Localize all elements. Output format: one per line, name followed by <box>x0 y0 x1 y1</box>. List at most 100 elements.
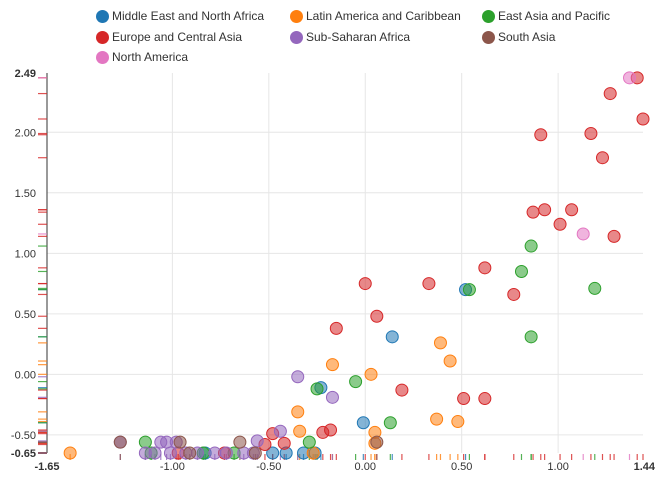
data-point[interactable] <box>293 424 307 438</box>
data-point[interactable] <box>364 367 378 381</box>
legend-label: East Asia and Pacific <box>498 9 611 23</box>
rug-layer <box>38 77 644 460</box>
y-tick-label: 0.00 <box>15 369 36 381</box>
data-point[interactable] <box>63 446 77 460</box>
data-point[interactable] <box>163 446 177 460</box>
data-point[interactable] <box>248 446 262 460</box>
data-point[interactable] <box>154 435 168 449</box>
data-point[interactable] <box>291 370 305 384</box>
data-point[interactable] <box>430 412 444 426</box>
legend-item[interactable]: North America <box>96 50 188 64</box>
x-tick-label: 0.50 <box>451 461 472 473</box>
data-point[interactable] <box>306 446 320 460</box>
data-point[interactable] <box>385 330 399 344</box>
data-point[interactable] <box>266 446 280 460</box>
data-point[interactable] <box>329 321 343 335</box>
data-point[interactable] <box>113 435 127 449</box>
legend-swatch <box>290 30 303 44</box>
legend-swatch <box>482 9 495 23</box>
data-point[interactable] <box>273 424 287 438</box>
data-point[interactable] <box>507 287 521 301</box>
y-tick-label: 2.00 <box>15 127 36 139</box>
y-tick-label: 2.49 <box>15 68 36 80</box>
legend-swatch <box>96 50 109 64</box>
data-point[interactable] <box>310 382 324 396</box>
y-tick-label: -0.50 <box>11 430 36 442</box>
legend-swatch <box>290 9 303 23</box>
data-point[interactable] <box>219 446 233 460</box>
data-point[interactable] <box>183 446 197 460</box>
y-tick-label: 0.50 <box>15 309 36 321</box>
point-layer <box>63 71 650 460</box>
y-tick-label: 1.50 <box>15 188 36 200</box>
data-point[interactable] <box>250 434 264 448</box>
data-point[interactable] <box>291 405 305 419</box>
legend-label: Middle East and North Africa <box>112 9 265 23</box>
x-tick-label: -0.50 <box>256 461 281 473</box>
data-point[interactable] <box>433 336 447 350</box>
legend-item[interactable]: Europe and Central Asia <box>96 30 242 44</box>
data-point[interactable] <box>524 239 538 253</box>
data-point[interactable] <box>370 435 384 449</box>
legend-item[interactable]: Middle East and North Africa <box>96 9 264 23</box>
x-tick-label: 0.00 <box>355 461 376 473</box>
x-tick-label: 1.44 <box>634 461 656 473</box>
legend-item[interactable]: East Asia and Pacific <box>482 9 610 23</box>
legend-item[interactable]: Latin America and Caribbean <box>290 9 461 23</box>
legend-swatch <box>96 30 109 44</box>
legend-item[interactable]: Sub-Saharan Africa <box>290 30 410 44</box>
data-point[interactable] <box>565 203 579 217</box>
data-point[interactable] <box>636 112 650 126</box>
data-point[interactable] <box>553 217 567 231</box>
data-point[interactable] <box>478 261 492 275</box>
data-point[interactable] <box>534 128 548 142</box>
data-point[interactable] <box>526 205 540 219</box>
legend-swatch <box>482 30 495 44</box>
data-point[interactable] <box>443 354 457 368</box>
y-tick-label: -0.65 <box>11 448 36 460</box>
data-point[interactable] <box>538 203 552 217</box>
chart-legend: Middle East and North Africa Latin Americ… <box>0 0 660 70</box>
data-point[interactable] <box>358 277 372 291</box>
data-point[interactable] <box>383 416 397 430</box>
data-point[interactable] <box>173 435 187 449</box>
data-point[interactable] <box>607 229 621 243</box>
data-point[interactable] <box>148 446 162 460</box>
x-tick-label: -1.00 <box>160 461 185 473</box>
legend-item[interactable]: South Asia <box>482 30 555 44</box>
legend-label: North America <box>112 50 189 64</box>
data-point[interactable] <box>422 277 436 291</box>
data-point[interactable] <box>302 435 316 449</box>
data-point[interactable] <box>451 415 465 429</box>
data-point[interactable] <box>325 390 339 404</box>
x-tick-label: -1.65 <box>34 461 59 473</box>
data-point[interactable] <box>595 151 609 165</box>
data-point[interactable] <box>316 425 330 439</box>
data-point[interactable] <box>622 71 636 85</box>
data-point[interactable] <box>138 435 152 449</box>
data-point[interactable] <box>576 227 590 241</box>
grid-layer <box>47 73 643 453</box>
data-point[interactable] <box>208 446 222 460</box>
data-point[interactable] <box>325 358 339 372</box>
data-point[interactable] <box>588 281 602 295</box>
data-point[interactable] <box>349 375 363 389</box>
data-point[interactable] <box>524 330 538 344</box>
data-point[interactable] <box>233 435 247 449</box>
data-point[interactable] <box>356 416 370 430</box>
legend-label: Latin America and Caribbean <box>306 9 461 23</box>
y-tick-label: 1.00 <box>15 248 36 260</box>
data-point[interactable] <box>603 87 617 101</box>
data-point[interactable] <box>457 392 471 406</box>
legend-label: Europe and Central Asia <box>112 30 243 44</box>
data-point[interactable] <box>370 309 384 323</box>
data-point[interactable] <box>514 264 528 278</box>
data-point[interactable] <box>395 383 409 397</box>
legend-label: South Asia <box>498 30 556 44</box>
data-point[interactable] <box>478 392 492 406</box>
data-point[interactable] <box>462 283 476 297</box>
data-point[interactable] <box>277 436 291 450</box>
x-tick-label: 1.00 <box>547 461 568 473</box>
data-point[interactable] <box>584 127 598 141</box>
